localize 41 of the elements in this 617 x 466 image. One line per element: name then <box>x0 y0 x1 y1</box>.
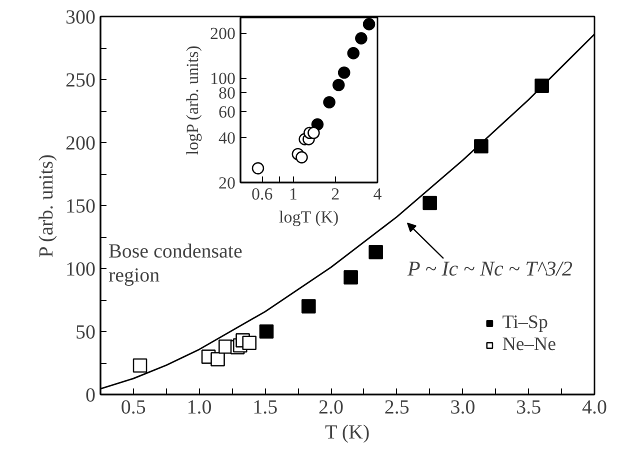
y-tick-label: 250 <box>66 70 96 92</box>
y-tick-label: 40 <box>218 128 236 148</box>
x-tick-label: 3.0 <box>450 396 476 418</box>
y-tick-label: 100 <box>66 258 96 280</box>
x-tick-label: 4.0 <box>582 396 607 418</box>
y-tick-label: 60 <box>218 102 236 122</box>
x-tick-label: 4 <box>373 184 382 204</box>
x-tick-label: 2 <box>331 184 340 204</box>
x-tick-label: 1.0 <box>186 396 212 418</box>
annotation: P ~ Ic ~ Nc ~ T^3/2 <box>406 256 574 280</box>
x-tick-label: 3.5 <box>516 396 542 418</box>
legend-label: Ti–Sp <box>502 312 548 334</box>
x-tick-label: 2.0 <box>318 396 344 418</box>
x-tick-label: 1.5 <box>252 396 278 418</box>
x-tick-label: 0.6 <box>252 184 273 204</box>
point <box>242 336 257 350</box>
x-tick-label: 0.5 <box>120 396 146 418</box>
x-tick-label: 1 <box>288 184 298 204</box>
point <box>344 270 358 284</box>
point <box>259 324 274 339</box>
y-tick-label: 150 <box>66 196 96 218</box>
point <box>474 139 488 154</box>
point <box>534 78 549 93</box>
point <box>368 244 383 260</box>
point <box>132 358 148 373</box>
y-tick-label: 0 <box>86 384 96 406</box>
y-tick-label: 20 <box>218 174 236 192</box>
y-tick-label: 300 <box>66 6 96 28</box>
y-axis-title: P (arb. units) <box>36 154 58 258</box>
x-tick-label: 2.5 <box>384 396 410 418</box>
y-axis-title: logP (arb. units) <box>183 46 202 156</box>
y-tick-label: 200 <box>66 132 96 154</box>
x-axis-title: logT (K) <box>279 208 339 226</box>
y-tick-label: 50 <box>76 322 96 344</box>
point <box>422 196 437 210</box>
x-axis-title: T (K) <box>325 422 370 444</box>
point <box>210 352 225 366</box>
annotation: Bose condensate region <box>108 240 242 286</box>
y-tick-label: 200 <box>210 24 236 44</box>
legend-label: Ne–Ne <box>502 334 556 356</box>
point <box>301 299 316 314</box>
